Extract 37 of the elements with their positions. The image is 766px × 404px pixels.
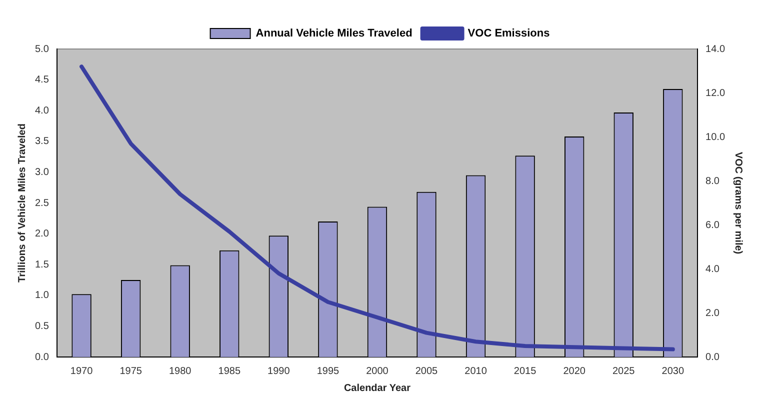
- y-tick-label: 4.5: [34, 74, 50, 86]
- x-tick-label: 2005: [415, 366, 438, 377]
- y2-tick-label: 6.0: [706, 220, 720, 231]
- y-tick-label: 2.5: [34, 198, 50, 209]
- x-tick-label: 1975: [120, 366, 142, 377]
- y-tick-label: 0.0: [34, 352, 50, 363]
- y2-tick-label: 14.0: [706, 44, 726, 55]
- y2-tick-label: 12.0: [706, 88, 726, 99]
- y2-tick-label: 0.0: [706, 352, 720, 363]
- x-tick-label: 1980: [168, 366, 192, 377]
- x-tick-label: 1995: [316, 366, 340, 377]
- x-tick-label: 2025: [612, 366, 636, 377]
- y-tick-label: 3.5: [34, 136, 50, 148]
- y2-tick-label: 8.0: [706, 176, 720, 187]
- y-tick-label: 1.5: [34, 259, 50, 270]
- y-tick-label: 1.0: [34, 290, 50, 302]
- x-tick-label: 1970: [70, 366, 94, 377]
- x-tick-label: 2015: [514, 366, 537, 377]
- x-tick-label: 2030: [662, 366, 684, 377]
- x-tick-label: 1985: [218, 366, 241, 377]
- x-tick-label: 2010: [464, 366, 488, 377]
- y-tick-label: 4.0: [34, 105, 50, 116]
- x-tick-label: 2020: [563, 366, 586, 377]
- x-tick-label: 2000: [366, 366, 389, 377]
- y2-axis-title: VOC (grams per mile): [732, 152, 744, 254]
- y-tick-label: 2.0: [34, 228, 50, 240]
- y2-tick-label: 2.0: [706, 308, 720, 319]
- y2-tick-label: 10.0: [706, 132, 726, 143]
- x-tick-label: 1990: [268, 366, 290, 377]
- x-axis-title: Calendar Year: [344, 382, 411, 394]
- y-tick-label: 3.0: [34, 166, 50, 178]
- y-axis-title: Trillions of Vehicle Miles Traveled: [16, 124, 28, 282]
- legend-label: VOC Emissions: [468, 28, 550, 40]
- y2-tick-label: 4.0: [706, 264, 720, 275]
- legend-label: Annual Vehicle Miles Traveled: [256, 28, 412, 40]
- y-tick-label: 5.0: [34, 44, 50, 55]
- y-tick-label: 0.5: [34, 320, 50, 332]
